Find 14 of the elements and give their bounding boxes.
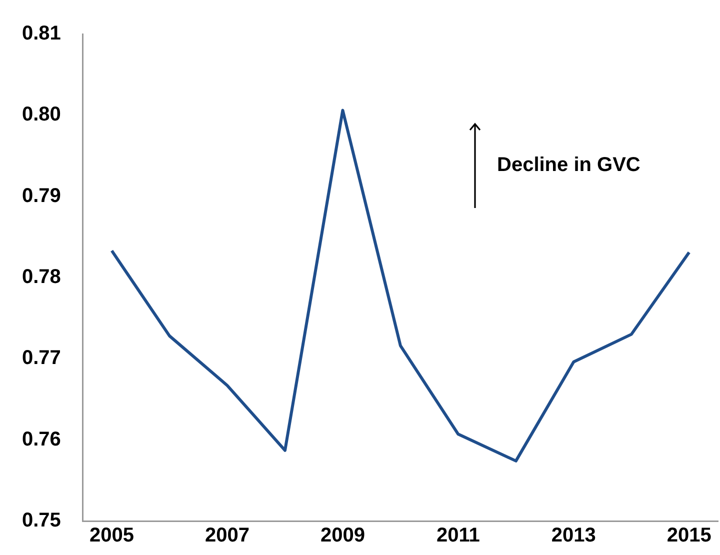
y-tick-label: 0.77	[22, 347, 61, 370]
x-tick-label: 2009	[320, 524, 365, 547]
y-tick-label: 0.76	[22, 428, 61, 450]
y-tick-label: 0.78	[22, 266, 61, 288]
x-tick-label: 2015	[666, 524, 712, 547]
x-tick-label: 2011	[436, 524, 480, 547]
y-tick-label: 0.80	[22, 104, 61, 126]
annotation: Decline in GVC	[497, 154, 640, 177]
y-tick-label: 0.79	[22, 184, 61, 207]
y-tick-label: 0.81	[22, 22, 61, 45]
x-tick-label: 2013	[551, 524, 596, 547]
x-tick-label: 2005	[90, 524, 134, 547]
x-tick-label: 2007	[205, 524, 250, 547]
y-tick-label: 0.75	[22, 510, 61, 532]
